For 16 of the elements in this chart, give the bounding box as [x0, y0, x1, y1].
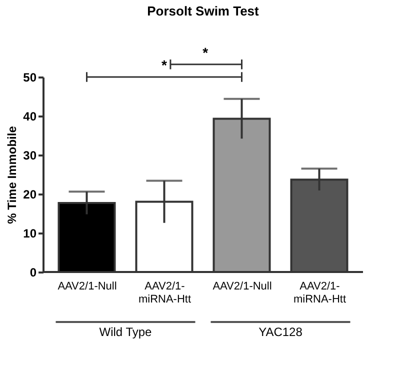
- x-tick-label: AAV2/1-Null: [212, 280, 272, 292]
- y-tick-label: 20: [23, 188, 37, 202]
- x-tick-label: AAV2/1-miRNA-Htt: [138, 280, 192, 306]
- text: YAC128: [258, 325, 303, 339]
- text: *: [162, 57, 168, 74]
- y-tick-label: 40: [23, 110, 37, 124]
- x-tick-label: AAV2/1-miRNA-Htt: [293, 280, 346, 306]
- y-tick-label: 0: [30, 266, 37, 280]
- x-tick-label: AAV2/1-Null: [58, 280, 117, 292]
- y-axis-title: % Time Immobile: [5, 126, 20, 224]
- text: *: [202, 44, 209, 60]
- y-tick-label: 50: [23, 70, 37, 84]
- y-tick-label: 30: [23, 148, 37, 162]
- text: Wild Type: [99, 325, 152, 339]
- chart-title: Porsolt Swim Test: [147, 3, 260, 18]
- y-tick-label: 10: [23, 226, 37, 240]
